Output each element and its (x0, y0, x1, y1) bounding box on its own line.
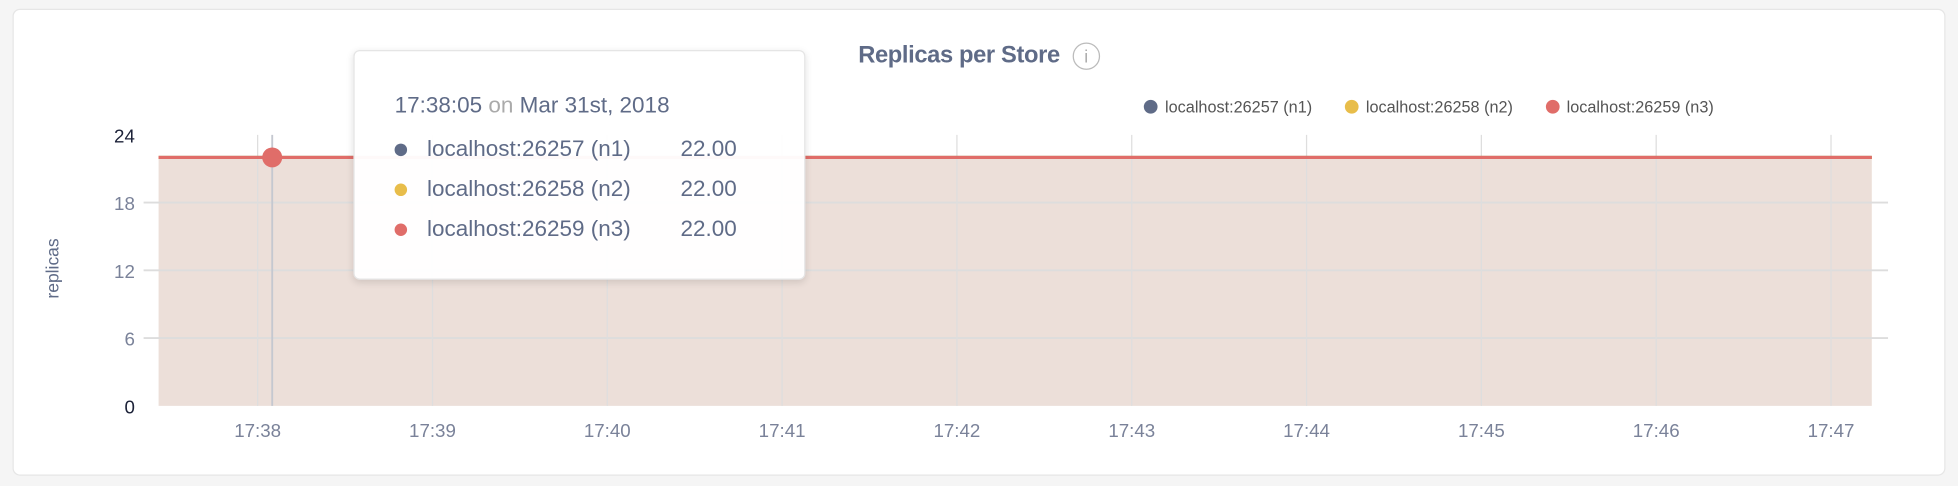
legend-dot (1344, 99, 1359, 114)
x-tick-label: 17:44 (1283, 420, 1330, 441)
x-tick-label: 17:41 (759, 420, 806, 441)
x-tick-label: 17:47 (1808, 420, 1855, 441)
tooltip-date: Mar 31st, 2018 (519, 92, 670, 118)
legend-dot (1545, 99, 1560, 114)
legend-dot (1143, 99, 1158, 114)
tooltip-value: 22.00 (680, 136, 737, 162)
tooltip-value: 22.00 (680, 176, 737, 202)
y-tick-label: 24 (114, 125, 135, 146)
x-tick-label: 17:42 (933, 420, 980, 441)
legend-label: localhost:26257 (n1) (1165, 97, 1313, 117)
tooltip-dot (394, 182, 408, 196)
tooltip-value: 22.00 (680, 216, 737, 241)
legend-item-n1[interactable]: localhost:26257 (n1) (1143, 97, 1313, 117)
tooltip-row-n1: localhost:26257 (n1) 22.00 (394, 136, 737, 162)
tooltip-row-n2: localhost:26258 (n2) 22.00 (394, 176, 737, 202)
legend-label: localhost:26258 (n2) (1365, 97, 1513, 117)
info-circle-icon[interactable]: i (1072, 42, 1100, 70)
tooltip-on: on (488, 92, 514, 118)
x-tick-label: 17:46 (1633, 420, 1680, 441)
y-tick-label: 6 (124, 329, 134, 350)
x-tick-label: 17:43 (1108, 420, 1155, 441)
tooltip-series-name: localhost:26259 (n3) (427, 216, 631, 241)
y-tick-label: 0 (124, 396, 134, 417)
tooltip-time: 17:38:05 (394, 92, 483, 118)
legend-item-n3[interactable]: localhost:26259 (n3) (1545, 97, 1714, 117)
tooltip-row-n3: localhost:26259 (n3) 22.00 (394, 216, 737, 242)
legend: localhost:26257 (n1) localhost:26258 (n2… (1143, 97, 1714, 117)
hover-point (262, 147, 283, 168)
legend-label: localhost:26259 (n3) (1566, 97, 1714, 117)
x-tick-label: 17:45 (1458, 420, 1505, 441)
chart-title-text: Replicas per Store (858, 42, 1060, 69)
tooltip-header: 17:38:05 on Mar 31st, 2018 (395, 92, 670, 118)
hover-tooltip: 17:38:05 on Mar 31st, 2018 localhost:262… (353, 49, 806, 280)
x-tick-label: 17:40 (584, 420, 631, 441)
chart-title: Replicas per Store i (0, 42, 1958, 70)
tooltip-dot (394, 222, 408, 236)
legend-item-n2[interactable]: localhost:26258 (n2) (1344, 97, 1513, 117)
tooltip-series-name: localhost:26258 (n2) (427, 176, 631, 202)
y-tick-label: 12 (114, 261, 135, 282)
tooltip-dot (394, 142, 408, 156)
x-tick-label: 17:39 (409, 420, 456, 441)
x-tick-label: 17:38 (234, 420, 281, 441)
y-tick-label: 18 (114, 193, 135, 214)
tooltip-series-name: localhost:26257 (n1) (427, 136, 631, 162)
